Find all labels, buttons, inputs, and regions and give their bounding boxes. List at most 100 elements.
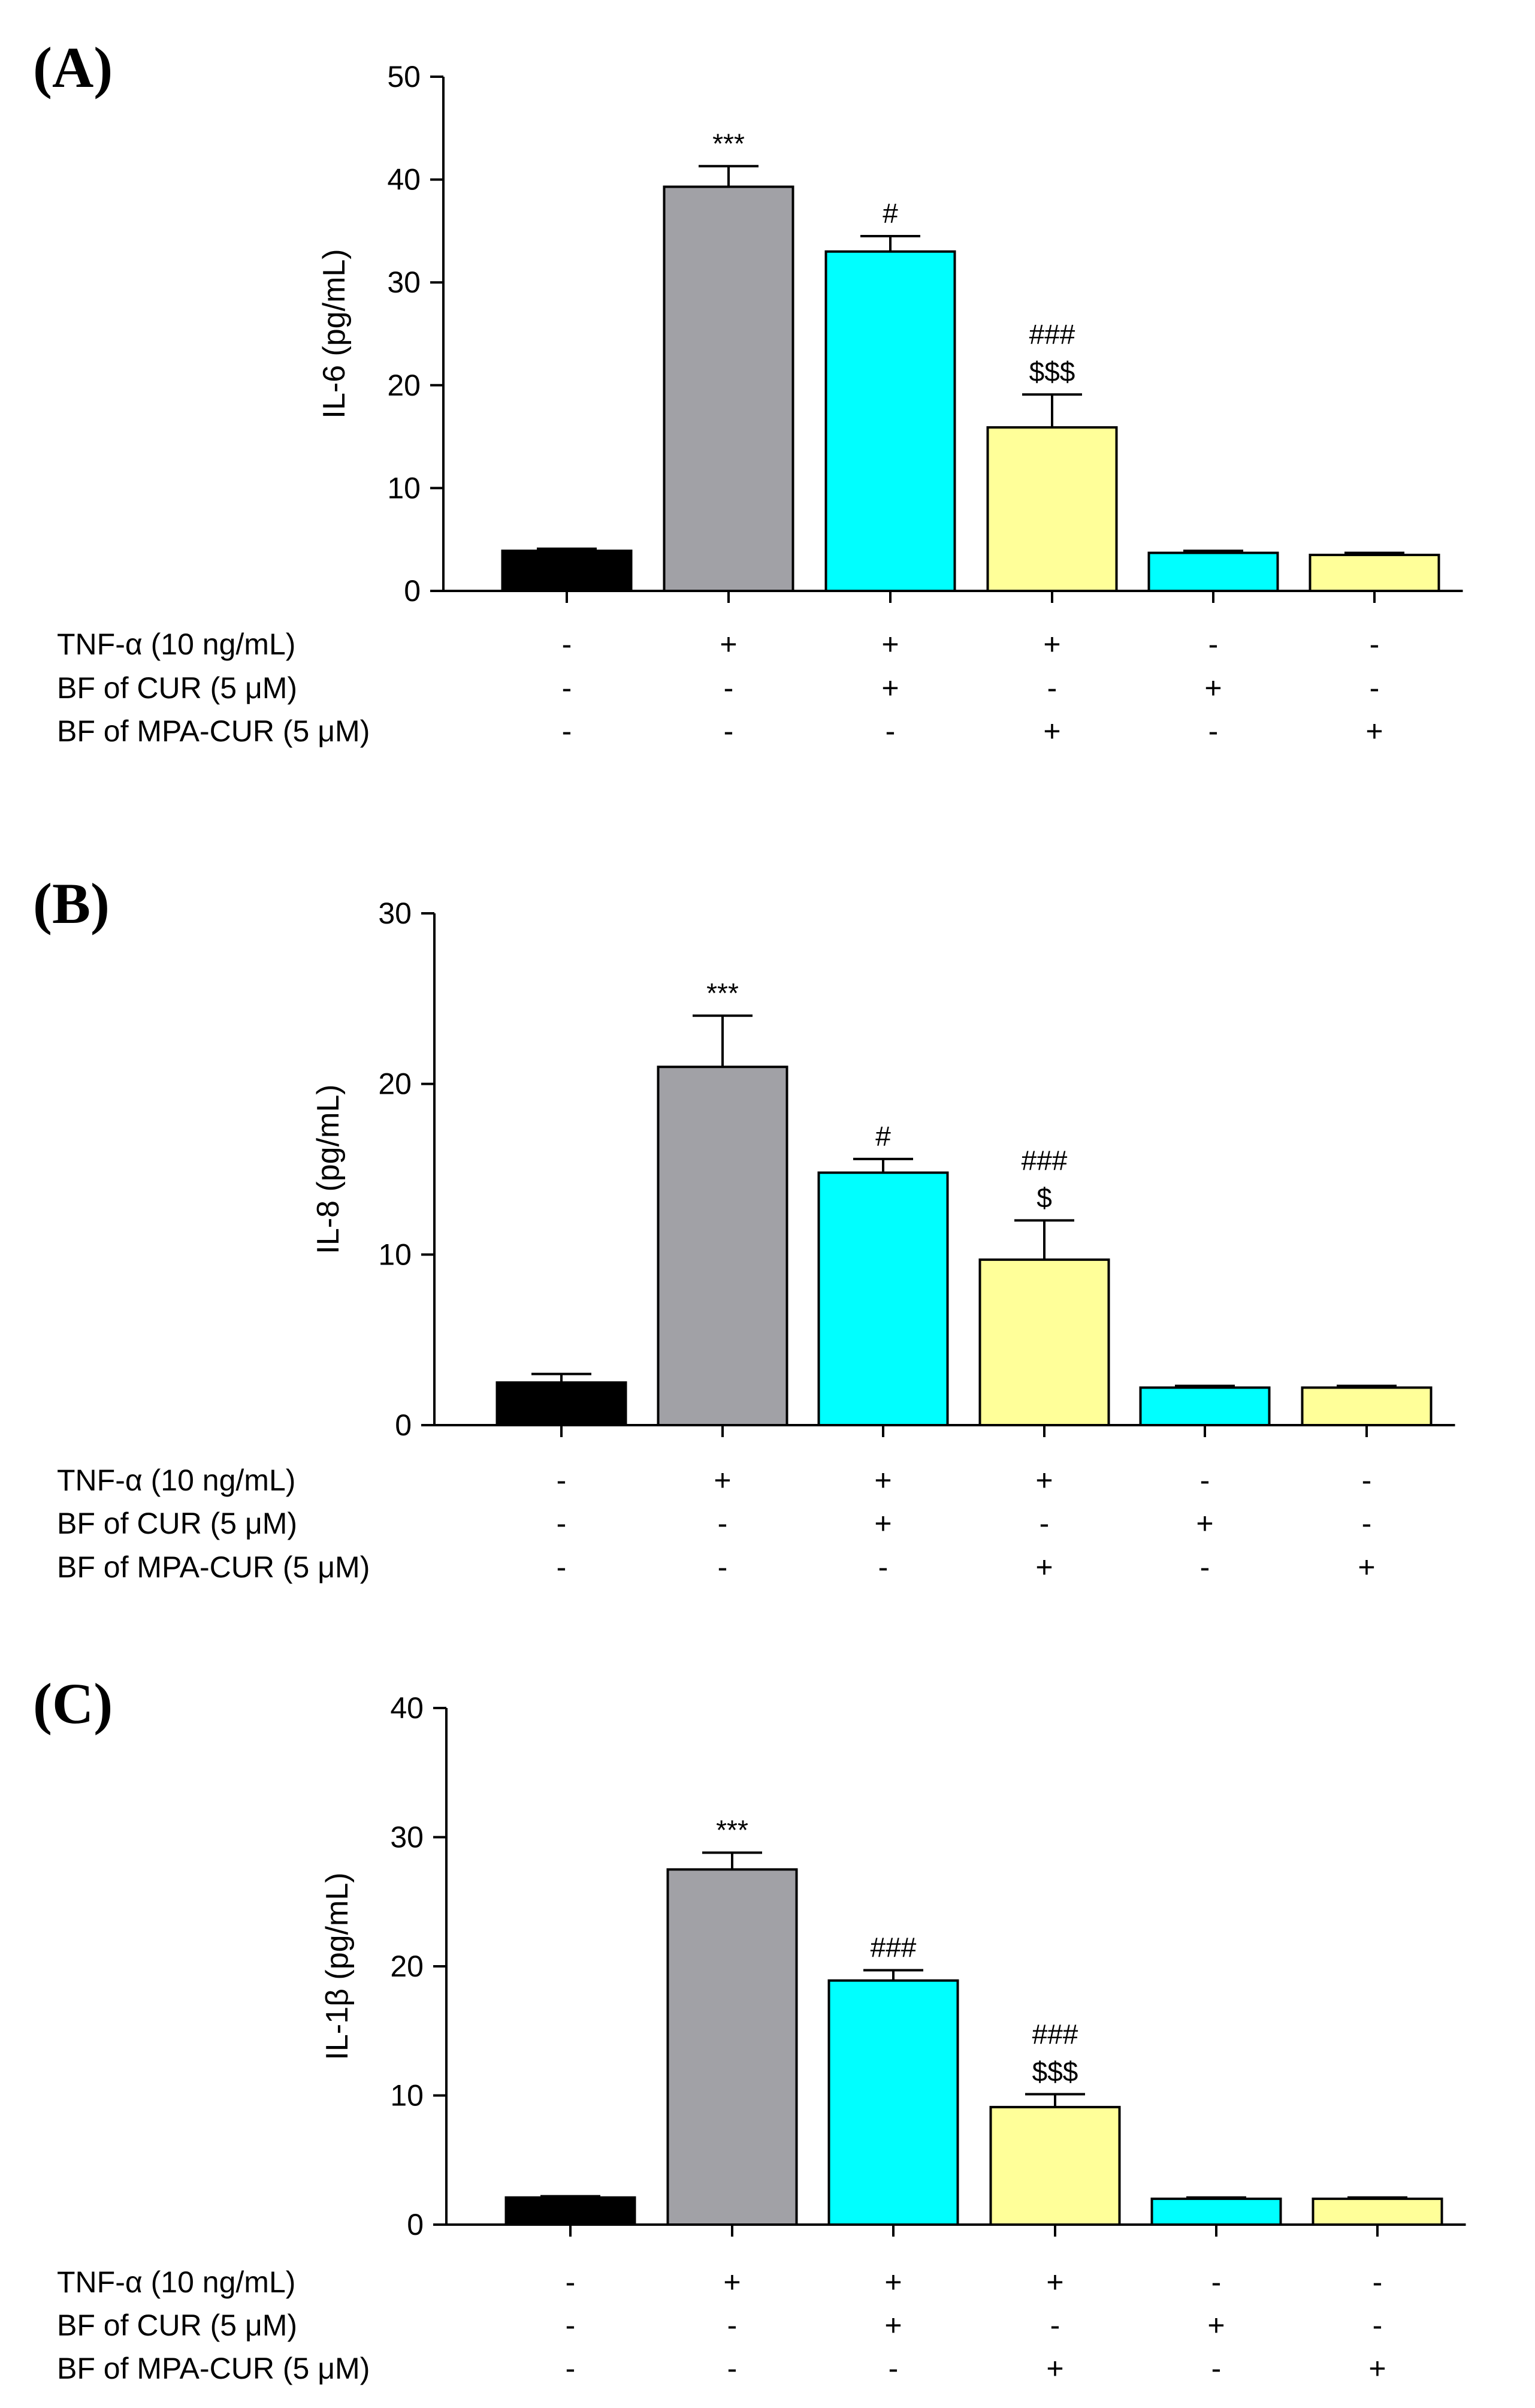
condition-sign: - — [566, 2309, 576, 2342]
y-tick-label: 20 — [378, 1067, 412, 1101]
y-tick-label: 0 — [404, 574, 421, 608]
y-tick-label: 0 — [407, 2208, 424, 2241]
condition-row-label: BF of CUR (5 μM) — [57, 1507, 297, 1540]
y-tick-label: 30 — [390, 1821, 424, 1854]
condition-sign: - — [557, 1550, 567, 1584]
condition-row-label: BF of MPA-CUR (5 μM) — [57, 2352, 370, 2385]
bar — [978, 1258, 1110, 1426]
condition-sign: - — [1050, 2309, 1060, 2342]
condition-sign: - — [1208, 627, 1219, 661]
condition-sign: - — [718, 1550, 728, 1584]
significance-label: ### — [1032, 2018, 1078, 2050]
significance-label: ### — [1022, 1145, 1068, 1176]
bar — [666, 1868, 798, 2226]
condition-sign: - — [718, 1507, 728, 1540]
significance-label: ### — [871, 1932, 917, 1963]
condition-sign: + — [874, 1463, 892, 1497]
condition-sign: - — [557, 1463, 567, 1497]
condition-sign: - — [1370, 627, 1380, 661]
condition-sign: - — [724, 714, 734, 748]
condition-sign: - — [1362, 1507, 1372, 1540]
condition-sign: + — [1035, 1550, 1053, 1584]
significance-label: ### — [1029, 319, 1075, 350]
bar — [657, 1066, 788, 1426]
panel-label: (A) — [33, 35, 113, 99]
bar — [1147, 551, 1279, 592]
condition-sign: - — [1362, 1463, 1372, 1497]
condition-sign: + — [1035, 1463, 1053, 1497]
condition-sign: + — [720, 627, 737, 661]
condition-sign: + — [723, 2265, 741, 2299]
condition-sign: + — [1365, 714, 1383, 748]
panel-label: (B) — [33, 871, 110, 936]
condition-sign: + — [1358, 1550, 1375, 1584]
bar — [501, 550, 633, 592]
condition-sign: + — [1368, 2352, 1386, 2385]
y-tick-label: 10 — [378, 1238, 412, 1271]
condition-sign: - — [566, 2265, 576, 2299]
condition-row-label: BF of MPA-CUR (5 μM) — [57, 1550, 370, 1584]
condition-sign: + — [881, 671, 899, 705]
condition-sign: - — [566, 2352, 576, 2385]
chart-panel-c: (C) 0 10 20 30 40 IL-1β (pg/mL) *** ### ### $$$ TNF… — [33, 1671, 1466, 2385]
condition-sign: + — [1043, 714, 1060, 748]
condition-row-label: BF of CUR (5 μM) — [57, 671, 297, 705]
bar — [1301, 1386, 1433, 1426]
condition-sign: + — [1046, 2265, 1063, 2299]
condition-sign: + — [714, 1463, 731, 1497]
bar — [504, 2196, 636, 2226]
y-tick-label: 20 — [390, 1950, 424, 1983]
condition-sign: - — [562, 714, 572, 748]
bar — [824, 250, 956, 593]
bar — [827, 1979, 959, 2226]
condition-sign: + — [874, 1507, 892, 1540]
significance-label: $$$ — [1029, 356, 1075, 387]
y-tick-label: 30 — [378, 897, 412, 930]
condition-sign: + — [884, 2265, 902, 2299]
y-tick-label: 10 — [390, 2079, 424, 2113]
condition-sign: + — [1204, 671, 1222, 705]
y-axis-title: IL-6 (pg/mL) — [317, 249, 352, 418]
condition-sign: - — [1211, 2352, 1222, 2385]
y-axis-title: IL-1β (pg/mL) — [320, 1872, 355, 2060]
bar — [817, 1171, 949, 1427]
condition-sign: - — [1040, 1507, 1050, 1540]
condition-row-label: BF of MPA-CUR (5 μM) — [57, 714, 370, 748]
y-tick-label: 10 — [387, 471, 421, 505]
bar — [1150, 2197, 1282, 2226]
condition-sign: - — [889, 2352, 899, 2385]
y-tick-label: 30 — [387, 265, 421, 299]
condition-sign: - — [724, 671, 734, 705]
bar — [989, 2105, 1121, 2226]
condition-sign: - — [1373, 2265, 1383, 2299]
significance-label: # — [883, 198, 898, 229]
y-tick-label: 50 — [387, 60, 421, 93]
bar — [1309, 553, 1440, 593]
panel-label: (C) — [33, 1671, 113, 1736]
condition-row-label: TNF-α (10 ng/mL) — [57, 1463, 295, 1497]
bar — [495, 1381, 627, 1426]
significance-label: # — [875, 1121, 891, 1152]
condition-sign: + — [881, 627, 899, 661]
condition-row-label: BF of CUR (5 μM) — [57, 2309, 297, 2342]
condition-sign: - — [727, 2352, 738, 2385]
condition-row-label: TNF-α (10 ng/mL) — [57, 627, 295, 661]
significance-label: *** — [712, 128, 745, 159]
condition-sign: - — [1373, 2309, 1383, 2342]
y-tick-label: 20 — [387, 369, 421, 402]
y-tick-label: 0 — [395, 1408, 412, 1442]
condition-row-label: TNF-α (10 ng/mL) — [57, 2265, 295, 2299]
bar — [1312, 2197, 1443, 2226]
condition-sign: + — [1196, 1507, 1213, 1540]
condition-sign: - — [1200, 1463, 1210, 1497]
condition-sign: - — [562, 671, 572, 705]
condition-sign: - — [727, 2309, 738, 2342]
condition-sign: + — [884, 2309, 902, 2342]
condition-sign: - — [878, 1550, 889, 1584]
bar — [663, 185, 794, 592]
y-axis-title: IL-8 (pg/mL) — [311, 1084, 346, 1254]
condition-sign: - — [557, 1507, 567, 1540]
condition-sign: + — [1207, 2309, 1225, 2342]
bar — [1139, 1386, 1271, 1426]
